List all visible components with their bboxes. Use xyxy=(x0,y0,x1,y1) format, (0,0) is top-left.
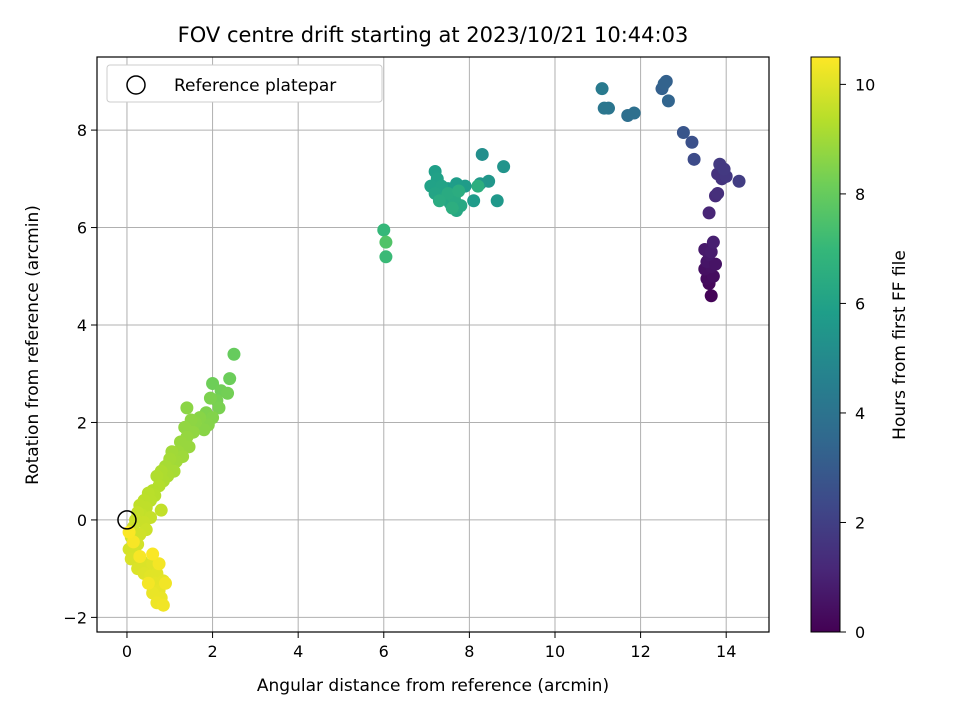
x-tick-label: 10 xyxy=(545,642,565,661)
scatter-point xyxy=(133,549,147,563)
legend-box xyxy=(106,64,383,103)
y-tick-label: 0 xyxy=(77,511,87,530)
scatter-point xyxy=(122,525,136,539)
scatter-point xyxy=(212,401,226,415)
y-tick-label: 4 xyxy=(77,316,87,335)
scatter-point xyxy=(702,206,716,220)
scatter-point xyxy=(441,186,455,200)
colorbar-tick-label: 0 xyxy=(855,623,865,642)
x-tick-label: 8 xyxy=(464,642,474,661)
colorbar-label: Hours from first FF file xyxy=(890,250,910,440)
scatter-point xyxy=(704,289,718,303)
scatter-point xyxy=(471,179,485,193)
scatter-point xyxy=(156,598,170,612)
y-tick-label: 2 xyxy=(77,413,87,432)
scatter-point xyxy=(379,250,393,264)
reference-platepar-point xyxy=(117,510,137,530)
y-tick-label: −2 xyxy=(63,608,87,627)
colorbar-tick-label: 2 xyxy=(855,513,865,532)
colorbar-tick-label: 4 xyxy=(855,404,865,423)
scatter-point xyxy=(126,535,140,549)
scatter-point xyxy=(445,201,459,215)
scatter-point xyxy=(182,440,196,454)
scatter-point xyxy=(475,147,489,161)
colorbar-tick-label: 6 xyxy=(855,294,865,313)
plot-frame xyxy=(96,56,770,633)
x-tick-label: 6 xyxy=(379,642,389,661)
scatter-point xyxy=(227,347,241,361)
reference-marker xyxy=(117,510,137,530)
scatter-point xyxy=(223,372,237,386)
scatter-point xyxy=(627,106,641,120)
scatter-point xyxy=(732,174,746,188)
scatter-point xyxy=(687,152,701,166)
scatter-point xyxy=(711,186,725,200)
colorbar-tick-label: 10 xyxy=(855,75,875,94)
x-tick-label: 4 xyxy=(293,642,303,661)
y-axis-label: Rotation from reference (arcmin) xyxy=(23,205,43,485)
legend-marker-open-circle xyxy=(126,75,146,95)
scatter-point xyxy=(706,235,720,249)
scatter-point xyxy=(706,269,720,283)
x-tick-label: 2 xyxy=(207,642,217,661)
scatter-point xyxy=(146,547,160,561)
y-axis-ticks: −2 0 2 4 6 8 xyxy=(63,121,97,627)
scatter-point xyxy=(708,257,722,271)
scatter-point xyxy=(158,576,172,590)
x-tick-label: 14 xyxy=(716,642,736,661)
scatter-point xyxy=(497,160,511,174)
scatter-point xyxy=(141,576,155,590)
scatter-point xyxy=(221,386,235,400)
colorbar-gradient xyxy=(810,56,841,633)
scatter-point xyxy=(597,101,611,115)
scatter-point xyxy=(490,194,504,208)
scatter-point xyxy=(150,469,164,483)
scatter-point xyxy=(717,162,731,176)
y-tick-label: 6 xyxy=(77,219,87,238)
scatter-point xyxy=(152,557,166,571)
scatter-point xyxy=(676,126,690,140)
chart-title: FOV centre drift starting at 2023/10/21 … xyxy=(178,23,689,47)
scatter-point xyxy=(180,401,194,415)
scatter-point xyxy=(595,82,609,96)
data-points xyxy=(122,74,746,612)
scatter-point xyxy=(203,391,217,405)
colorbar-ticks: 0 2 4 6 8 10 xyxy=(840,75,875,642)
scatter-point xyxy=(661,94,675,108)
legend: Reference platepar xyxy=(106,64,383,103)
scatter-point xyxy=(467,194,481,208)
scatter-point xyxy=(377,223,391,237)
legend-label: Reference platepar xyxy=(174,76,336,96)
scatter-point xyxy=(379,235,393,249)
scatter-point xyxy=(704,245,718,259)
x-axis-label: Angular distance from reference (arcmin) xyxy=(257,676,609,696)
x-tick-label: 12 xyxy=(630,642,650,661)
scatter-point xyxy=(452,184,466,198)
scatter-point xyxy=(685,135,699,149)
scatter-point xyxy=(197,423,211,437)
scatter-point xyxy=(154,503,168,517)
scatter-point xyxy=(206,376,220,390)
y-tick-label: 8 xyxy=(77,121,87,140)
colorbar: 0 2 4 6 8 10 Hours from first FF file xyxy=(810,56,910,642)
scatter-point xyxy=(657,77,671,91)
x-axis-ticks: 0 2 4 6 8 10 12 14 xyxy=(122,632,736,661)
colorbar-tick-label: 8 xyxy=(855,185,865,204)
x-tick-label: 0 xyxy=(122,642,132,661)
grid-lines xyxy=(97,57,769,632)
scatter-point xyxy=(432,194,446,208)
